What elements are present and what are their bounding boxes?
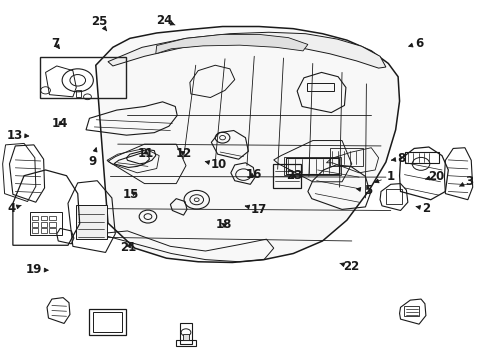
Bar	[41, 216, 47, 220]
Bar	[272, 163, 301, 188]
Bar	[32, 228, 38, 233]
Text: 4: 4	[7, 202, 21, 215]
Bar	[180, 323, 192, 344]
Bar	[49, 228, 56, 233]
Text: 22: 22	[339, 260, 358, 273]
Text: 2: 2	[415, 202, 429, 215]
Text: 5: 5	[356, 184, 371, 197]
Text: 8: 8	[391, 152, 405, 165]
Bar	[49, 216, 56, 220]
Text: 11: 11	[138, 147, 154, 159]
Bar	[32, 216, 38, 220]
Bar	[76, 205, 106, 239]
Bar	[404, 306, 418, 316]
Bar	[329, 148, 362, 166]
Bar	[89, 309, 126, 335]
Bar	[32, 222, 38, 226]
Text: 12: 12	[175, 147, 191, 159]
Polygon shape	[156, 35, 307, 54]
Bar	[41, 222, 47, 226]
Text: 18: 18	[215, 218, 232, 231]
Text: 20: 20	[425, 170, 443, 183]
Bar	[285, 158, 338, 174]
Bar	[76, 90, 81, 97]
Text: 25: 25	[91, 15, 107, 31]
Text: 19: 19	[25, 263, 48, 276]
Text: 17: 17	[245, 203, 267, 216]
Bar	[49, 222, 56, 226]
Text: 15: 15	[123, 188, 139, 201]
Polygon shape	[96, 27, 399, 262]
Text: 23: 23	[286, 169, 302, 182]
Bar	[41, 228, 47, 233]
Text: 14: 14	[52, 117, 68, 130]
Text: 3: 3	[458, 175, 472, 188]
Bar	[93, 312, 122, 332]
Text: 21: 21	[120, 241, 136, 254]
Text: 7: 7	[51, 36, 60, 50]
Bar	[176, 340, 195, 346]
Polygon shape	[108, 32, 385, 68]
Text: 16: 16	[245, 168, 262, 181]
Text: 9: 9	[88, 148, 97, 168]
Text: 13: 13	[6, 129, 29, 142]
Bar	[30, 212, 61, 234]
Text: 1: 1	[374, 170, 394, 183]
Bar	[40, 57, 126, 98]
Bar	[306, 83, 333, 91]
Bar	[385, 189, 401, 204]
Bar	[405, 152, 438, 163]
Text: 24: 24	[156, 14, 175, 27]
Text: 6: 6	[408, 36, 422, 50]
Bar	[182, 334, 189, 339]
Bar	[284, 157, 340, 175]
Text: 10: 10	[205, 158, 227, 171]
